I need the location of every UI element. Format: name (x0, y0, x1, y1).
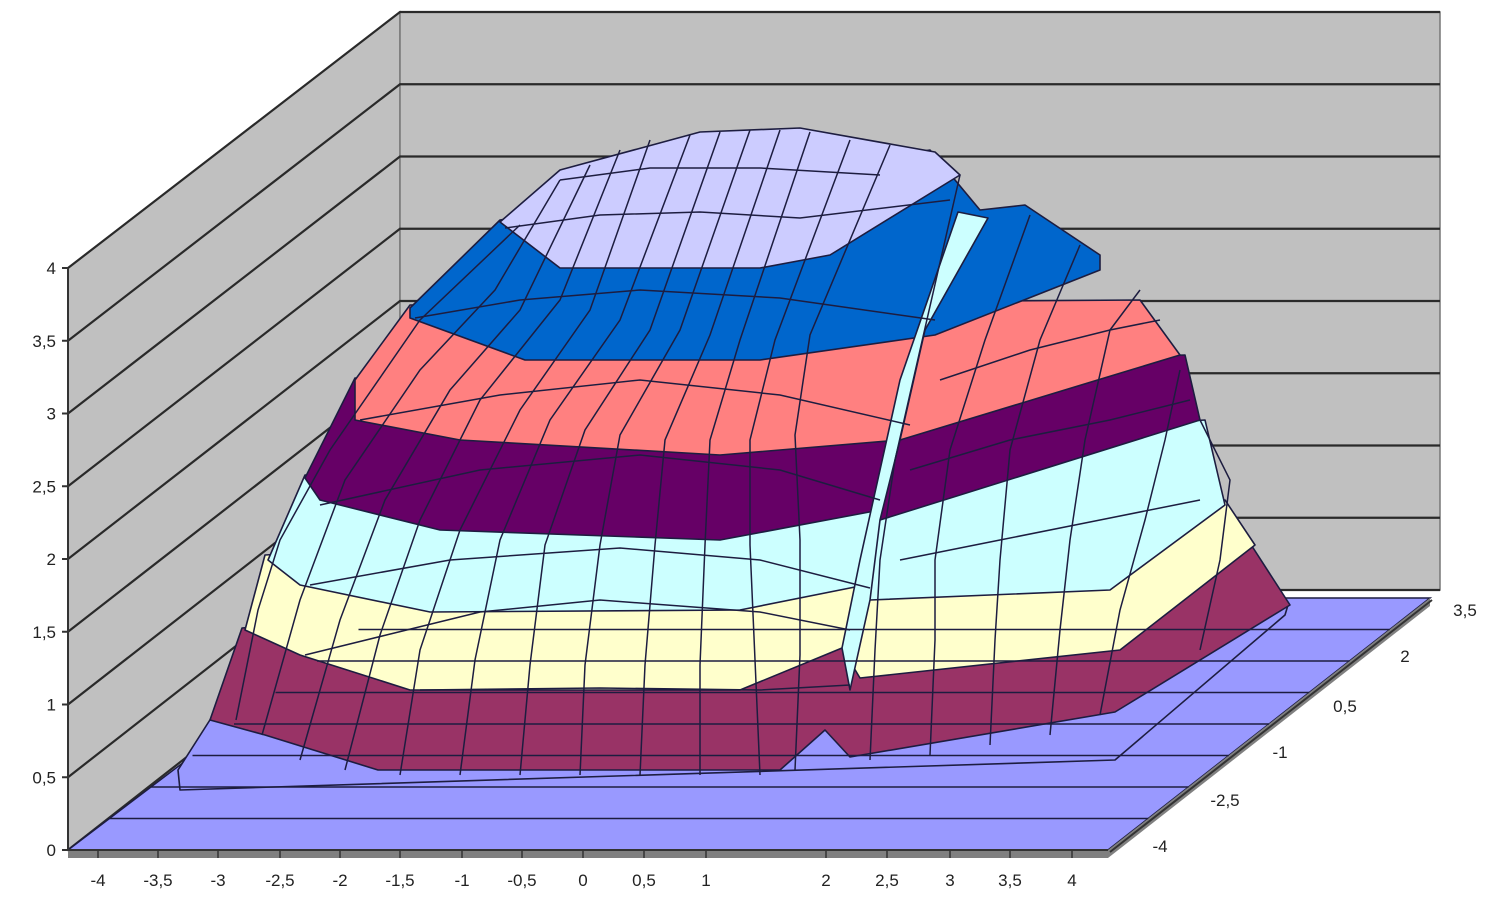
mesh-parallel (414, 289, 936, 321)
x-tick-label: -3 (210, 871, 225, 890)
mesh-meridian (519, 131, 721, 776)
floor-edge-front (68, 850, 1108, 858)
mesh-parallel (304, 599, 851, 656)
mesh-parallel (909, 399, 1191, 471)
z-tick-label: 1,5 (32, 623, 56, 642)
mesh-parallel (419, 684, 851, 691)
z-gridline (67, 10, 1440, 269)
mesh-meridian (459, 134, 691, 776)
z-tick-label: 2,5 (32, 477, 56, 496)
mesh-meridian (235, 224, 521, 721)
mesh-meridian (929, 214, 1031, 756)
y-tick-label: -2,5 (1210, 791, 1239, 810)
x-tick-label: 4 (1067, 871, 1076, 890)
z-gridline (67, 155, 1440, 415)
lobe-gap (841, 211, 989, 691)
y-tick-label: 3,5 (1453, 601, 1477, 620)
y-tick-label: 2 (1400, 647, 1409, 666)
mesh-meridian (869, 174, 961, 761)
mesh-parallel (504, 199, 951, 229)
z-gridline (67, 83, 1440, 342)
z-tick-label: 4 (47, 259, 56, 278)
z-tick-label: 1 (47, 696, 56, 715)
x-tick-label: 0,5 (632, 871, 656, 890)
mesh-meridian (1099, 369, 1181, 716)
x-tick-label: 2,5 (875, 871, 899, 890)
mesh-meridian (749, 139, 851, 776)
z-tick-label: 0 (47, 841, 56, 860)
mesh-meridian (299, 164, 591, 761)
z-gridline (67, 227, 1440, 488)
mesh-meridian (261, 179, 561, 736)
y-axis-line (1109, 599, 1433, 853)
x-tick-label: 2 (821, 871, 830, 890)
x-axis-ticks: -4 -3,5 -3 -2,5 -2 -1,5 -1 -0,5 0 0,5 1 2 2,5 3 3,5 4 (68, 849, 1108, 890)
z-tick-label: 0,5 (32, 768, 56, 787)
y-axis-ticks: -4 -2,5 -1 0,5 2 3,5 (1109, 599, 1477, 856)
x-tick-label: -0,5 (507, 871, 536, 890)
surface-bands (177, 127, 1291, 791)
x-tick-label: 1 (701, 871, 710, 890)
x-tick-label: -1 (454, 871, 469, 890)
surface-mesh (109, 129, 1390, 820)
x-tick-label: -1,5 (385, 871, 414, 890)
mesh-meridian (1199, 419, 1231, 651)
mesh-meridian (989, 244, 1081, 746)
z-tick-label: 2 (47, 550, 56, 569)
z-tick-label: 3 (47, 405, 56, 424)
mesh-meridian (1049, 289, 1141, 736)
z-tick-label: 3,5 (32, 332, 56, 351)
z-axis-ticks: 0 0,5 1 1,5 2 2,5 3 3,5 4 (32, 259, 69, 860)
x-tick-label: -2 (332, 871, 347, 890)
mesh-parallel (899, 499, 1201, 561)
mesh-parallel (319, 454, 881, 506)
mesh-meridian (639, 129, 781, 776)
mesh-parallel (309, 547, 871, 589)
mesh-meridian (794, 144, 891, 771)
x-tick-label: 3,5 (998, 871, 1022, 890)
mesh-meridian (699, 131, 811, 775)
x-tick-label: 3 (945, 871, 954, 890)
mesh-parallel (559, 167, 881, 181)
x-tick-label: -3,5 (143, 871, 172, 890)
mesh-meridian (579, 129, 751, 776)
y-tick-label: 0,5 (1333, 697, 1357, 716)
x-tick-label: -2,5 (265, 871, 294, 890)
y-tick-label: -1 (1272, 743, 1287, 762)
x-tick-label: 0 (578, 871, 587, 890)
mesh-parallel (939, 319, 1161, 381)
mesh-parallel (359, 379, 911, 426)
mesh-meridian (399, 139, 651, 776)
y-tick-label: -4 (1152, 837, 1167, 856)
mesh-meridian (344, 149, 621, 771)
x-tick-label: -4 (90, 871, 105, 890)
